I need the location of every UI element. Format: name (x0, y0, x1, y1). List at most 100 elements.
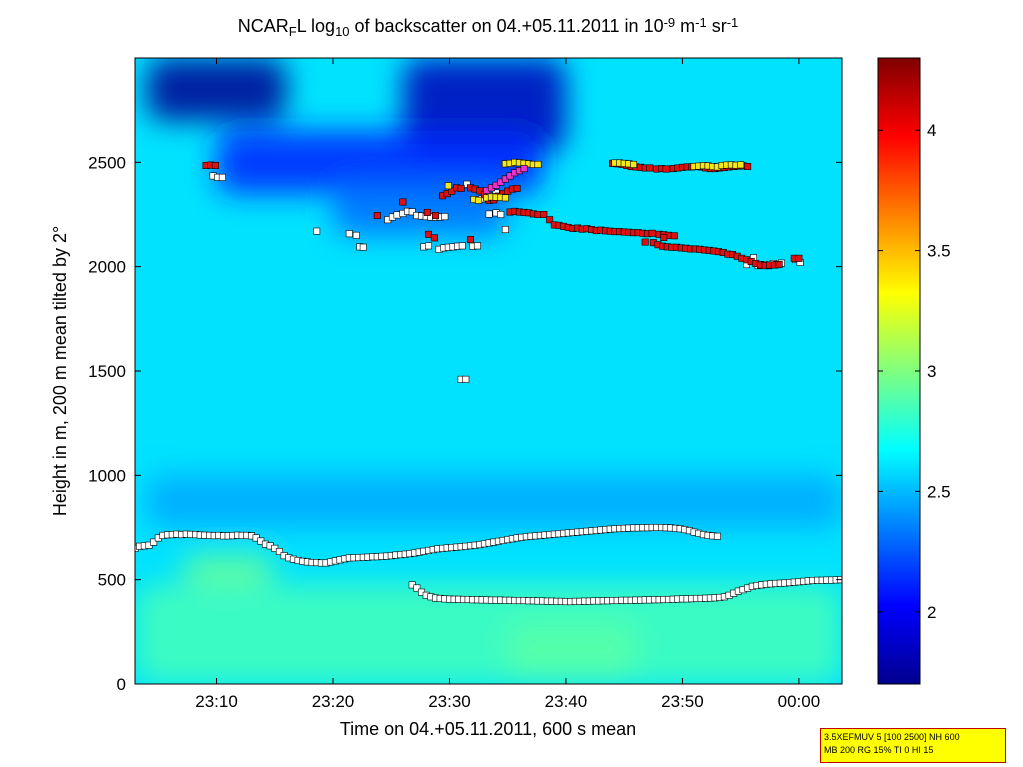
data-marker (648, 229, 656, 237)
field-feature (146, 58, 287, 121)
data-marker (275, 547, 283, 555)
data-marker (425, 242, 433, 250)
data-marker (408, 208, 416, 216)
title-part-sup2: -1 (695, 15, 707, 30)
x-tick-label: 23:10 (195, 692, 238, 711)
data-marker (399, 198, 407, 206)
x-axis: 23:10 23:20 23:30 23:40 23:50 00:00 (195, 58, 820, 711)
plot-area: 23:10 23:20 23:30 23:40 23:50 00:00 0 500 1000 1… (88, 57, 843, 711)
y-tick-label: 1000 (88, 466, 126, 485)
colorbar-ticks: 2 2.5 3 3.5 4 (878, 121, 951, 622)
data-marker (345, 230, 353, 238)
marker-series-upper (444, 158, 745, 204)
data-marker (473, 242, 481, 250)
y-tick-label: 2500 (88, 153, 126, 172)
colorbar-tick-label: 2 (927, 603, 936, 622)
title-part-sup1: -9 (664, 15, 676, 30)
settings-infobox: 3.5XEFMUV 5 [100 2500] NH 600 MB 200 RG … (820, 728, 1006, 763)
colorbar-tick-label: 2.5 (927, 482, 951, 501)
data-marker (501, 226, 509, 234)
colorbar-tick-label: 4 (927, 121, 936, 140)
x-axis-label: Time on 04.+05.11.2011, 600 s mean (340, 719, 636, 739)
data-marker (352, 231, 360, 239)
data-marker (646, 164, 654, 172)
data-marker (444, 182, 452, 190)
data-marker (501, 194, 509, 202)
marker-layer (135, 158, 842, 606)
data-marker (218, 173, 226, 181)
x-tick-label: 23:50 (661, 692, 704, 711)
data-marker (462, 375, 470, 383)
data-marker (458, 242, 466, 250)
title-part-mid1: L log (297, 16, 335, 36)
title-part-base: NCAR (238, 16, 289, 36)
data-marker (713, 532, 721, 540)
data-marker (373, 212, 381, 220)
data-marker (413, 584, 421, 592)
field-feature (135, 583, 842, 684)
data-marker (485, 210, 493, 218)
x-tick-label: 23:20 (312, 692, 355, 711)
field-feature (333, 183, 508, 236)
field-features (135, 58, 842, 684)
data-marker (660, 233, 668, 241)
field-feature (507, 621, 636, 680)
colorbar-tick-label: 3 (927, 362, 936, 381)
data-marker (466, 236, 474, 244)
title-part-sub2: 10 (335, 24, 349, 39)
data-marker (476, 187, 484, 195)
data-marker (520, 165, 528, 173)
y-tick-label: 1500 (88, 362, 126, 381)
x-tick-label: 23:40 (545, 692, 588, 711)
data-marker (546, 216, 554, 224)
data-marker (441, 213, 449, 221)
data-marker (457, 184, 465, 192)
data-marker (744, 163, 752, 171)
data-marker (513, 184, 521, 192)
data-marker (737, 161, 745, 169)
data-marker (534, 160, 542, 168)
data-marker (150, 538, 158, 546)
x-tick-label: 00:00 (778, 692, 821, 711)
data-marker (540, 211, 548, 219)
data-marker (775, 261, 783, 269)
data-marker (497, 211, 505, 219)
title-part-sub1: F (289, 24, 297, 39)
title-part-mid4: sr (707, 16, 727, 36)
data-marker (662, 165, 670, 173)
settings-line-2: MB 200 RG 15% TI 0 HI 15 (824, 745, 934, 755)
colorbar-gradient (877, 57, 921, 685)
data-marker (211, 161, 219, 169)
settings-line-1: 3.5XEFMUV 5 [100 2500] NH 600 (824, 732, 960, 742)
data-marker (423, 208, 431, 216)
field-feature (402, 58, 566, 152)
colorbar-tick-label: 3.5 (927, 242, 951, 261)
chart-title: NCARFL log10 of backscatter on 04.+05.11… (238, 15, 739, 39)
data-marker (670, 232, 678, 240)
title-part-sup3: -1 (727, 15, 739, 30)
data-marker (432, 212, 440, 220)
y-tick-label: 500 (98, 571, 126, 590)
y-axis-label: Height in m, 200 m mean tilted by 2° (50, 226, 70, 516)
y-axis: 0 500 1000 1500 2000 2500 (88, 153, 842, 694)
data-marker (425, 230, 433, 238)
data-marker (313, 227, 321, 235)
y-tick-label: 0 (117, 675, 126, 694)
y-tick-label: 2000 (88, 258, 126, 277)
title-part-mid2: of backscatter on 04.+05.11.2011 in 10 (350, 16, 664, 36)
marker-series-upper (483, 165, 528, 195)
field-feature (216, 131, 543, 194)
colorbar: 2 2.5 3 3.5 4 (877, 57, 951, 685)
data-marker (795, 254, 803, 262)
data-marker (393, 211, 401, 219)
data-marker (534, 211, 542, 219)
backscatter-field (135, 58, 842, 684)
data-marker (630, 160, 638, 168)
field-feature (181, 554, 275, 584)
data-marker (359, 243, 367, 251)
data-marker (430, 234, 438, 242)
field-feature (146, 475, 842, 528)
data-marker (475, 196, 483, 204)
title-part-mid3: m (675, 16, 695, 36)
